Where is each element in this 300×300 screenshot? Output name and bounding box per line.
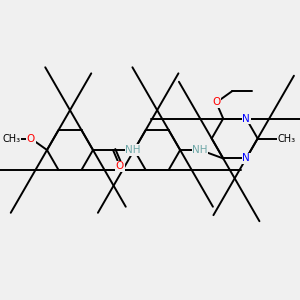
Text: O: O bbox=[116, 161, 124, 171]
Text: N: N bbox=[242, 153, 250, 164]
Text: NH: NH bbox=[125, 145, 141, 155]
Text: O: O bbox=[212, 98, 220, 107]
Text: CH₃: CH₃ bbox=[277, 134, 296, 143]
Text: NH: NH bbox=[192, 145, 208, 155]
Text: O: O bbox=[27, 134, 35, 143]
Text: CH₃: CH₃ bbox=[2, 134, 20, 143]
Text: N: N bbox=[242, 114, 250, 124]
